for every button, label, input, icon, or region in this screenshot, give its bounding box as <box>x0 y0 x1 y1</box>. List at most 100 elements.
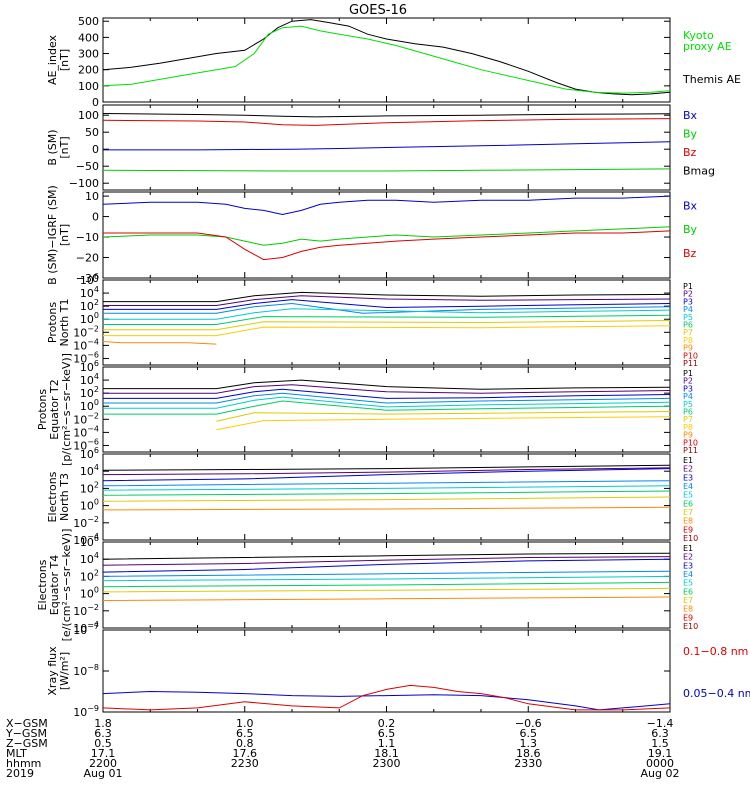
legend-entry: Bz <box>683 146 697 159</box>
series-line-pt1-P7 <box>103 320 670 331</box>
legend-entry: E1 <box>683 544 693 553</box>
series-group <box>103 113 670 172</box>
ephemeris-value: 6.5 <box>520 727 538 740</box>
series-line-et4-E7 <box>103 587 670 593</box>
series-group <box>103 464 670 511</box>
legend-entry: E8 <box>683 517 693 526</box>
series-line-bsm-Bx <box>103 141 670 151</box>
legend-entry: P9 <box>683 431 693 440</box>
y-tick-label: 106 <box>80 359 99 374</box>
y-tick-label: 0 <box>92 211 99 224</box>
chart-title: GOES-16 <box>349 3 407 18</box>
ephemeris-value: 2230 <box>231 757 259 770</box>
y-axis-label: Protons <box>46 302 59 343</box>
legend-entry: P11 <box>683 446 698 455</box>
ephemeris-value: 6.5 <box>378 727 396 740</box>
y-axis-label: B (SM) <box>46 129 59 165</box>
y-tick-label: 10−2 <box>73 324 99 339</box>
legend-entry: E4 <box>683 482 693 491</box>
series-line-pt1-P3 <box>103 299 670 310</box>
ephemeris-value: −1.4 <box>647 717 674 730</box>
ephemeris-value: 1.1 <box>378 737 396 750</box>
y-axis-label: AE_index <box>46 34 59 85</box>
ephemeris-value: 19.1 <box>648 747 673 760</box>
legend-entry: P4 <box>683 305 693 314</box>
y-tick-label: 100 <box>78 80 99 93</box>
legend-entry: E4 <box>683 570 693 579</box>
ephemeris-value: 17.6 <box>233 747 258 760</box>
series-line-et4-E1 <box>103 552 670 560</box>
ephemeris-value: 2200 <box>89 757 117 770</box>
legend-entry: E5 <box>683 491 693 500</box>
y-tick-label: 102 <box>80 298 99 313</box>
y-tick-label: 10−6 <box>73 350 99 365</box>
y-tick-label: 10−2 <box>73 603 99 618</box>
y-tick-label: 104 <box>80 551 99 566</box>
y-axis-label: [p/(cm²−s−sr−keV)] <box>60 353 73 466</box>
ephemeris-value: 1.5 <box>651 737 669 750</box>
series-line-et4-E3 <box>103 558 670 573</box>
series-group <box>103 195 670 261</box>
panel-bsm: −100 −50 0 50 100 B (SM) [nT] Bx By Bz Bmag <box>46 104 715 191</box>
y-tick-label: 10−6 <box>73 437 99 452</box>
series-line-pt2-P7 <box>216 411 670 422</box>
series-line-pt2-P5 <box>103 396 670 409</box>
legend-entry: P10 <box>683 438 698 447</box>
legend-entry: E2 <box>683 553 693 562</box>
legend-entry: Kyoto <box>683 29 714 42</box>
legend-entry: P6 <box>683 321 693 330</box>
series-line-pt2-P6 <box>103 400 670 415</box>
series-line-pt1-P4 <box>103 302 670 314</box>
y-tick-label: 104 <box>80 285 99 300</box>
legend-entry: E3 <box>683 473 693 482</box>
legend-entry: E6 <box>683 587 693 596</box>
y-tick-label: 106 <box>80 272 99 287</box>
y-axis-label: North T3 <box>58 473 71 521</box>
series-group <box>103 684 670 711</box>
legend-entry: P8 <box>683 423 693 432</box>
ephemeris-value: 1.8 <box>94 717 112 730</box>
series-line-et4-E6 <box>103 581 670 588</box>
ephemeris-row-label: Z−GSM <box>6 737 48 750</box>
legend-entry: P1 <box>683 369 693 378</box>
panel-frame <box>102 17 671 103</box>
ephemeris-value: 0.5 <box>94 737 112 750</box>
ephemeris-row-label: X−GSM <box>6 717 48 730</box>
ephemeris-value: 2300 <box>373 757 401 770</box>
legend-entry: P9 <box>683 344 693 353</box>
panel-frame <box>102 366 671 453</box>
series-line-et3-E3 <box>103 468 670 482</box>
y-tick-label: −10 <box>76 231 99 244</box>
series-line-pt2-P2 <box>103 384 670 394</box>
legend-entry: P7 <box>683 328 693 337</box>
legend-entry: Bx <box>683 199 698 212</box>
y-axis-label: Xray flux <box>46 646 59 696</box>
legend-entry: P3 <box>683 384 693 393</box>
legend-entry: Bmag <box>683 165 715 178</box>
series-line-et3-E4 <box>103 480 670 487</box>
series-line-pt2-P8 <box>216 416 670 431</box>
y-tick-label: 100 <box>80 586 99 601</box>
series-line-et4-E8 <box>103 596 670 601</box>
y-tick-label: −20 <box>76 252 99 265</box>
y-tick-label: 100 <box>80 398 99 413</box>
series-line-bsm-Bmag <box>103 113 670 118</box>
series-line-bigrf-Bz <box>103 230 670 261</box>
series-line-pt2-P3 <box>103 388 670 399</box>
series-line-bigrf-Bx <box>103 195 670 216</box>
legend-entry: proxy AE <box>683 40 732 53</box>
series-group <box>103 291 670 345</box>
y-tick-label: 500 <box>78 15 99 28</box>
series-line-et3-E8 <box>103 506 670 511</box>
ephemeris-value: 1.0 <box>236 717 254 730</box>
y-tick-label: 102 <box>80 385 99 400</box>
legend-entry: P11 <box>683 359 698 368</box>
legend-entry: P10 <box>683 351 698 360</box>
y-axis-label: Electrons <box>46 471 59 522</box>
series-line-pt1-P6 <box>103 314 670 325</box>
legend-entry: Bx <box>683 109 698 122</box>
y-tick-label: 104 <box>80 463 99 478</box>
